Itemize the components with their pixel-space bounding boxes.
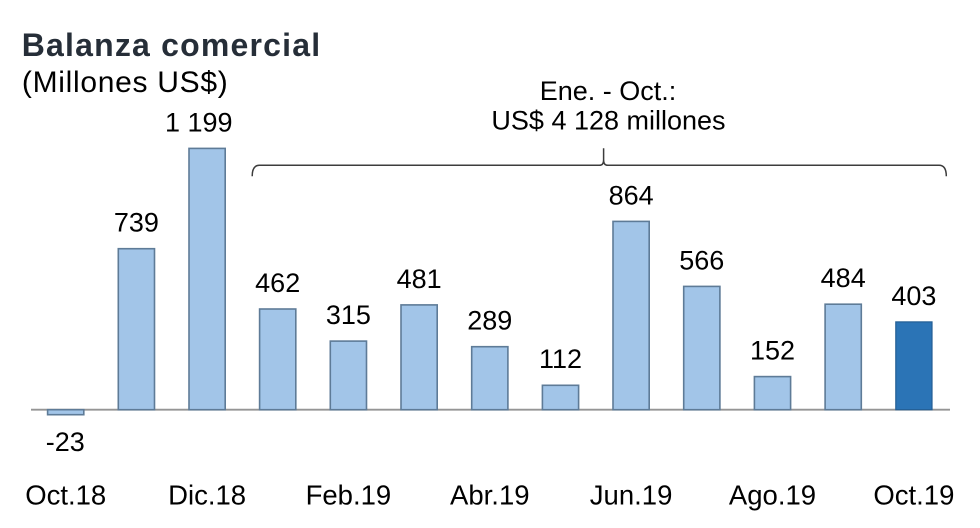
svg-text:Ago.19: Ago.19 [729,479,816,510]
svg-text:Feb.19: Feb.19 [306,479,392,510]
svg-text:Dic.18: Dic.18 [168,479,246,510]
svg-text:Jun.19: Jun.19 [590,479,673,510]
svg-text:289: 289 [467,306,512,336]
svg-text:(Millones US$): (Millones US$) [22,66,229,99]
svg-text:484: 484 [821,263,866,293]
svg-text:Abr.19: Abr.19 [450,479,530,510]
svg-text:481: 481 [397,264,442,294]
svg-text:566: 566 [679,245,724,275]
svg-text:739: 739 [114,208,159,238]
svg-text:Ene. - Oct.:: Ene. - Oct.: [540,76,677,106]
svg-text:462: 462 [255,268,300,298]
svg-text:Oct.18: Oct.18 [25,479,106,510]
svg-text:112: 112 [539,344,582,374]
svg-text:Oct.19: Oct.19 [873,479,954,510]
svg-text:1 199: 1 199 [165,107,233,137]
svg-text:US$ 4 128 millones: US$ 4 128 millones [491,106,725,136]
svg-text:864: 864 [609,180,654,210]
svg-text:403: 403 [891,281,936,311]
svg-text:Balanza comercial: Balanza comercial [22,27,322,63]
svg-text:152: 152 [750,336,795,366]
svg-text:-23: -23 [46,427,85,457]
svg-text:315: 315 [326,300,371,330]
